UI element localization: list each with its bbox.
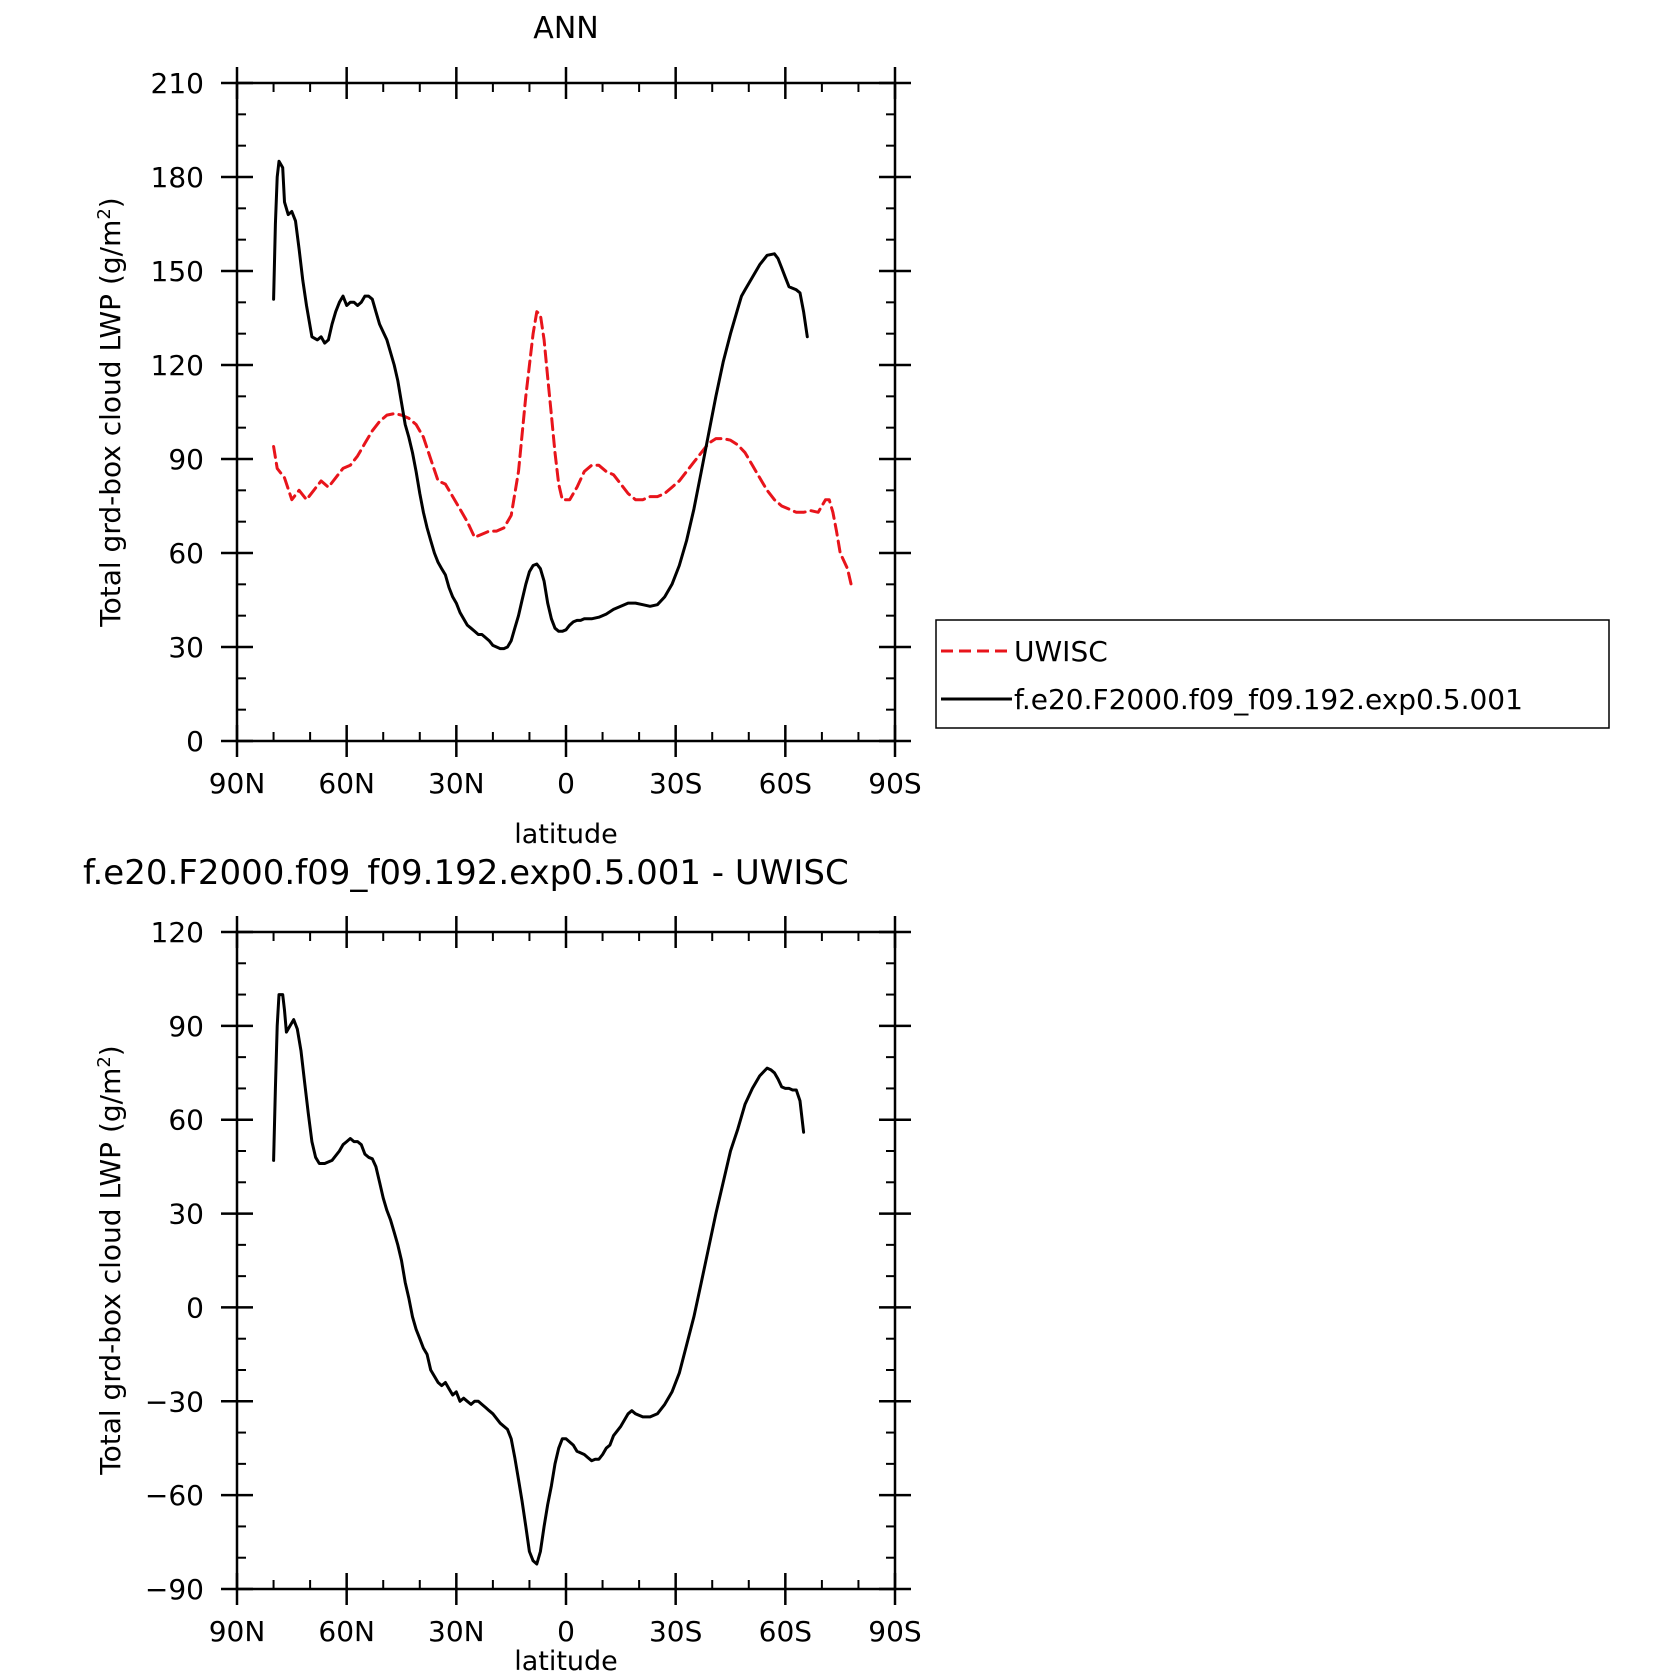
legend-box [935, 619, 1610, 729]
series-line-f-e20-f2000-f09-f09-192-exp0-5-001 [272, 159, 809, 651]
y-tick-label: 120 [151, 916, 204, 949]
y-tick-label: 0 [186, 1291, 204, 1324]
bottom-x-tick-labels: 90N 60N 30N 0 30S 60S 90S [209, 1615, 922, 1648]
bottom-x-axis-label: latitude [514, 1646, 618, 1677]
bottom-series-lines [272, 993, 806, 1566]
x-tick-label: 90S [868, 767, 921, 800]
x-tick-label: 90S [868, 1615, 921, 1648]
y-tick-label: 0 [186, 725, 204, 758]
x-tick-label: 90N [209, 1615, 266, 1648]
legend: UWISC f.e20.F2000.f09_f09.192.exp0.5.001 [935, 619, 1610, 729]
bottom-plot-frame [235, 930, 897, 1591]
x-tick-label: 60S [759, 1615, 812, 1648]
top-major-ticks [221, 67, 911, 757]
bottom-chart-title: f.e20.F2000.f09_f09.192.exp0.5.001 - UWI… [83, 853, 849, 893]
y-tick-label: 90 [168, 443, 204, 476]
y-tick-label: 60 [168, 1104, 204, 1137]
x-tick-label: 60N [318, 767, 375, 800]
y-tick-label: 30 [168, 1198, 204, 1231]
series-line-uwisc [272, 310, 853, 586]
legend-label-uwisc: UWISC [1014, 635, 1108, 668]
series-line-difference-0 [272, 993, 806, 1566]
top-y-axis-label: Total grd-box cloud LWP (g/m2) [94, 197, 128, 628]
top-panel: ANN 0 30 60 90 120 150 180 210 90N 60N 30N 0 30S 60S… [94, 11, 922, 850]
top-series-lines [272, 159, 853, 651]
top-chart-title: ANN [533, 11, 598, 46]
bottom-y-axis-label: Total grd-box cloud LWP (g/m2) [94, 1045, 128, 1476]
y-tick-label: −60 [145, 1479, 204, 1512]
y-tick-label: 210 [151, 67, 204, 100]
y-tick-label: −90 [145, 1573, 204, 1606]
x-tick-label: 0 [557, 1615, 575, 1648]
top-minor-ticks [237, 83, 895, 741]
x-tick-label: 60N [318, 1615, 375, 1648]
y-tick-label: 30 [168, 631, 204, 664]
legend-label-model: f.e20.F2000.f09_f09.192.exp0.5.001 [1014, 683, 1523, 716]
x-tick-label: 30S [649, 1615, 702, 1648]
bottom-minor-ticks [237, 932, 895, 1589]
top-y-tick-labels: 0 30 60 90 120 150 180 210 [151, 67, 204, 758]
top-plot-frame [235, 81, 897, 743]
x-tick-label: 90N [209, 767, 266, 800]
bottom-y-tick-labels: −90 −60 −30 0 30 60 90 120 [145, 916, 204, 1606]
x-tick-label: 30N [428, 1615, 485, 1648]
y-tick-label: 60 [168, 537, 204, 570]
x-tick-label: 30N [428, 767, 485, 800]
x-tick-label: 60S [759, 767, 812, 800]
top-x-tick-labels: 90N 60N 30N 0 30S 60S 90S [209, 767, 922, 800]
y-tick-label: −30 [145, 1385, 204, 1418]
bottom-major-ticks [221, 916, 911, 1605]
bottom-panel: f.e20.F2000.f09_f09.192.exp0.5.001 - UWI… [83, 853, 922, 1677]
y-tick-label: 180 [151, 161, 204, 194]
y-tick-label: 150 [151, 255, 204, 288]
top-x-axis-label: latitude [514, 819, 618, 850]
x-tick-label: 0 [557, 767, 575, 800]
y-tick-label: 120 [151, 349, 204, 382]
x-tick-label: 30S [649, 767, 702, 800]
y-tick-label: 90 [168, 1010, 204, 1043]
